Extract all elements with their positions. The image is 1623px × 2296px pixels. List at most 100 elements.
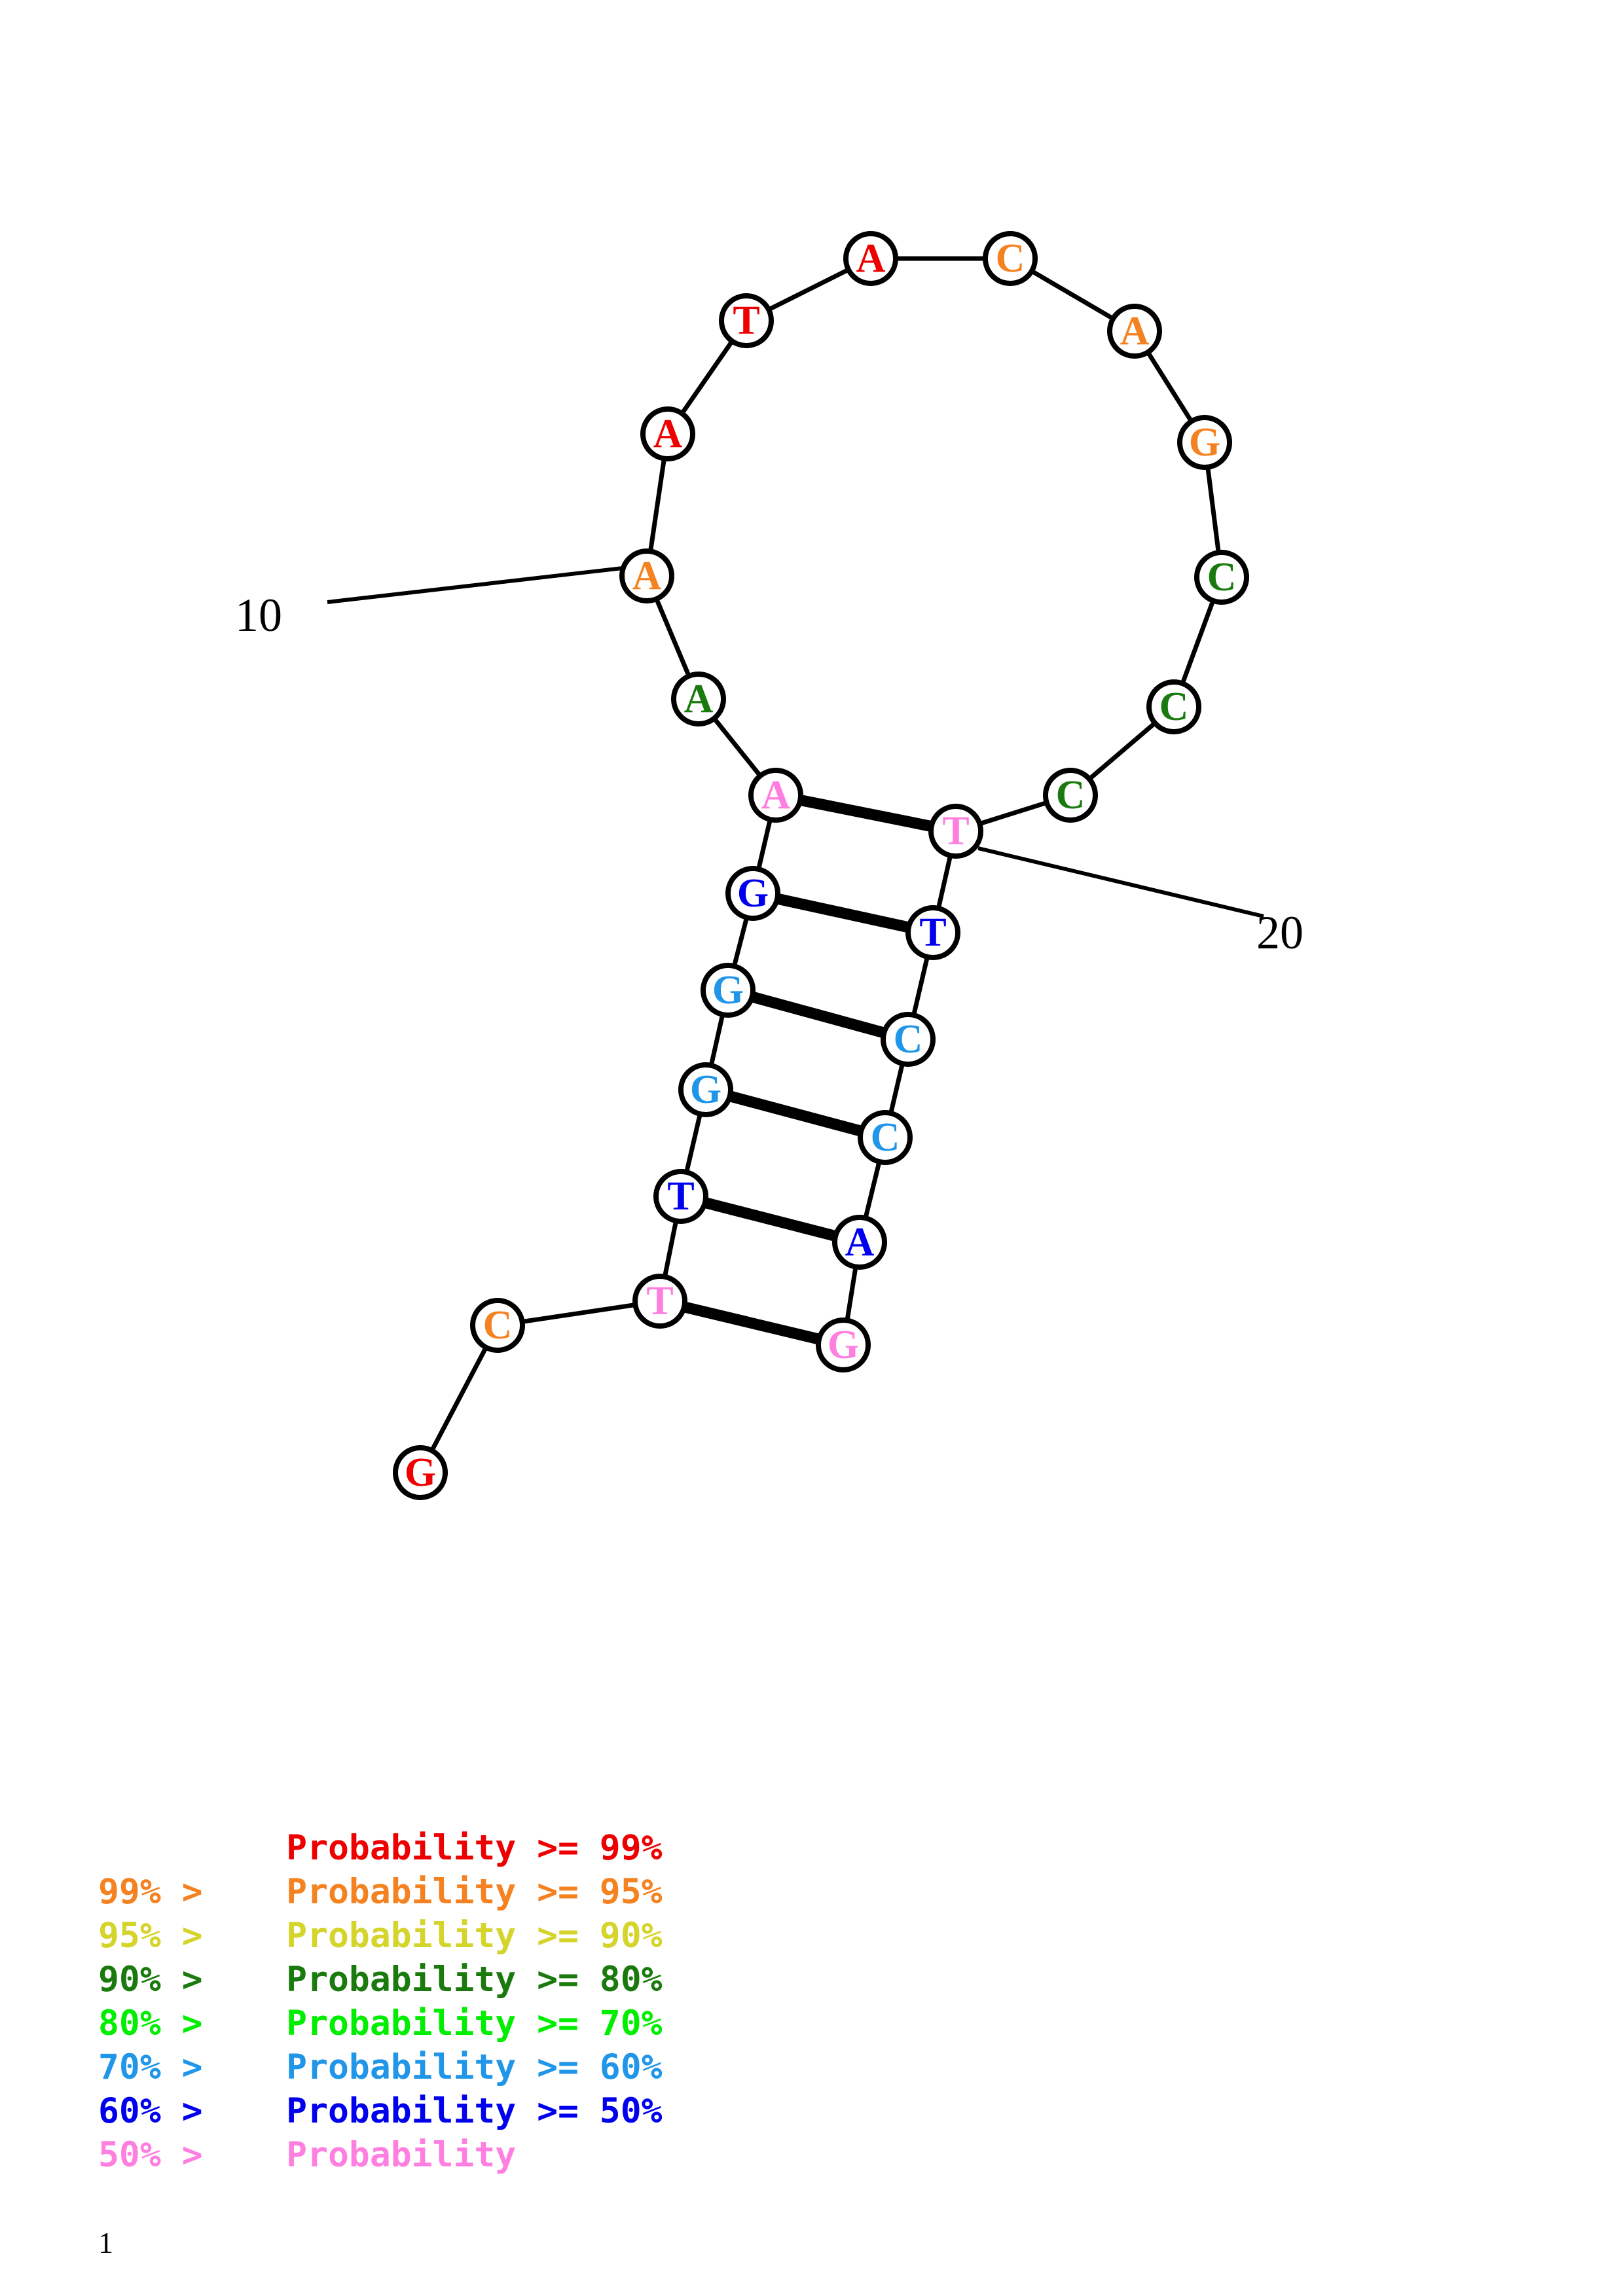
- page-number: 1: [98, 2226, 113, 2259]
- nucleotide-letter: A: [845, 1220, 875, 1265]
- backbone-link: [1145, 349, 1194, 425]
- legend-row: Probability >= 99%: [98, 1828, 663, 1868]
- nucleotide-letter: C: [871, 1115, 900, 1160]
- nucleotide-letter: C: [1159, 685, 1189, 729]
- sequence-index-label: 10: [235, 589, 282, 641]
- secondary-structure-diagram: G C T T G G G A A A A T A C A G C C C T T C C A G 10 20: [235, 231, 1304, 1500]
- nucleotide-node[interactable]: T: [928, 804, 983, 859]
- base-pair-bond: [749, 991, 887, 1039]
- nucleotide-letter: G: [1189, 420, 1220, 465]
- nucleotide-circle: [719, 293, 774, 348]
- backbone-layer: [429, 256, 1221, 1454]
- backbone-link: [1029, 268, 1116, 321]
- base-pair-bond: [682, 1301, 822, 1345]
- legend-row: 80% > Probability >= 70%: [98, 2003, 663, 2043]
- nucleotide-letter: A: [1120, 309, 1150, 353]
- base-pair-layer: [682, 794, 934, 1345]
- nucleotide-circle: [1146, 679, 1201, 734]
- nucleotide-circle: [701, 963, 756, 1018]
- nucleotide-letter: T: [646, 1279, 673, 1323]
- legend-row: 95% > Probability >= 90%: [98, 1916, 663, 1956]
- backbone-link: [1180, 598, 1216, 687]
- nucleotide-node[interactable]: G: [816, 1318, 871, 1372]
- nucleotide-node[interactable]: C: [470, 1298, 525, 1353]
- nucleotide-node[interactable]: T: [632, 1274, 687, 1329]
- index-leader-layer: [327, 566, 1264, 918]
- nucleotide-circle: [653, 1169, 708, 1224]
- nucleotide-node[interactable]: A: [748, 768, 803, 823]
- nucleotide-node[interactable]: G: [701, 963, 756, 1018]
- nucleotide-letter: C: [996, 236, 1025, 281]
- nucleotide-node[interactable]: C: [881, 1012, 936, 1067]
- nucleotide-node[interactable]: C: [1146, 679, 1201, 734]
- base-pair-bond: [702, 1196, 839, 1242]
- legend-row: 90% > Probability >= 80%: [98, 1960, 663, 2000]
- nucleotide-circle: [393, 1445, 448, 1500]
- nucleotide-letter: G: [405, 1450, 436, 1495]
- nucleotide-circle: [640, 406, 695, 461]
- nucleotide-circle: [470, 1298, 525, 1353]
- backbone-link: [888, 1060, 905, 1117]
- nucleotide-node[interactable]: A: [640, 406, 695, 461]
- backbone-link: [765, 267, 852, 312]
- nucleotide-node[interactable]: C: [983, 231, 1038, 286]
- index-leader-line: [977, 846, 1264, 918]
- nucleotide-letter: A: [653, 412, 683, 456]
- nucleotide-layer: G C T T G G G A A A A T A C A G C C C T T C C A G: [393, 231, 1249, 1500]
- sequence-index-label: 20: [1256, 906, 1304, 959]
- nucleotide-circle: [1194, 550, 1249, 605]
- nucleotide-node[interactable]: A: [843, 231, 898, 286]
- nucleotide-letter: T: [733, 298, 759, 343]
- nucleotide-letter: C: [894, 1017, 923, 1062]
- legend-row: 70% > Probability >= 60%: [98, 2047, 663, 2087]
- nucleotide-node[interactable]: C: [1043, 768, 1098, 823]
- nucleotide-letter: T: [667, 1174, 694, 1219]
- nucleotide-node[interactable]: A: [832, 1215, 887, 1270]
- nucleotide-circle: [858, 1110, 913, 1165]
- nucleotide-circle: [816, 1318, 871, 1372]
- nucleotide-letter: T: [919, 910, 946, 955]
- backbone-link: [519, 1302, 638, 1325]
- nucleotide-letter: C: [1056, 773, 1085, 817]
- probability-legend: Probability >= 99% 99% > Probability >= 9…: [98, 1826, 663, 2177]
- legend-row: 50% > Probability: [98, 2135, 517, 2175]
- nucleotide-node[interactable]: G: [725, 866, 780, 921]
- nucleotide-letter: A: [684, 677, 714, 721]
- nucleotide-circle: [632, 1274, 687, 1329]
- legend-row: 60% > Probability >= 50%: [98, 2091, 663, 2131]
- backbone-link: [1205, 464, 1221, 556]
- nucleotide-node[interactable]: T: [719, 293, 774, 348]
- backbone-link: [845, 1264, 858, 1323]
- nucleotide-node[interactable]: C: [1194, 550, 1249, 605]
- backbone-link: [711, 715, 763, 779]
- backbone-link: [976, 800, 1050, 827]
- nucleotide-node[interactable]: A: [671, 672, 726, 726]
- nucleotide-node[interactable]: T: [653, 1169, 708, 1224]
- nucleotide-letter: G: [828, 1323, 859, 1367]
- nucleotide-letter: A: [632, 554, 662, 598]
- nucleotide-circle: [881, 1012, 936, 1067]
- nucleotide-node[interactable]: G: [393, 1445, 448, 1500]
- nucleotide-node[interactable]: C: [858, 1110, 913, 1165]
- nucleotide-node[interactable]: A: [1107, 304, 1162, 359]
- backbone-link: [662, 1217, 679, 1280]
- nucleotide-circle: [1177, 415, 1232, 470]
- nucleotide-circle: [928, 804, 983, 859]
- nucleotide-circle: [748, 768, 803, 823]
- nucleotide-letter: G: [712, 968, 744, 1013]
- nucleotide-circle: [619, 548, 674, 603]
- nucleotide-circle: [1043, 768, 1098, 823]
- base-pair-bond: [727, 1090, 864, 1137]
- backbone-link: [1086, 720, 1158, 782]
- nucleotide-node[interactable]: G: [1177, 415, 1232, 470]
- nucleotide-node[interactable]: A: [619, 548, 674, 603]
- backbone-link: [429, 1344, 489, 1454]
- index-label-layer: 10 20: [235, 589, 1304, 959]
- nucleotide-node[interactable]: G: [678, 1062, 733, 1117]
- backbone-link: [653, 596, 692, 679]
- nucleotide-letter: T: [942, 809, 969, 853]
- nucleotide-node[interactable]: T: [905, 905, 960, 960]
- legend-row: 99% > Probability >= 95%: [98, 1872, 663, 1912]
- backbone-link: [936, 852, 953, 912]
